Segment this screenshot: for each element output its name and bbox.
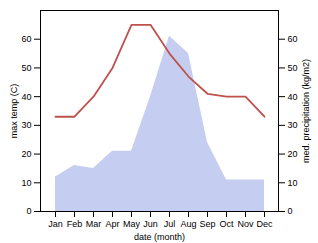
svg-text:Nov: Nov: [237, 219, 254, 229]
svg-text:40: 40: [21, 92, 31, 102]
svg-text:0: 0: [26, 206, 31, 216]
svg-text:med. precipitation (kg/m2): med. precipitation (kg/m2): [301, 59, 311, 163]
svg-text:50: 50: [288, 63, 298, 73]
svg-text:10: 10: [21, 178, 31, 188]
svg-text:Jun: Jun: [143, 219, 158, 229]
svg-text:Jan: Jan: [48, 219, 63, 229]
svg-text:0: 0: [288, 206, 293, 216]
svg-text:30: 30: [288, 120, 298, 130]
svg-text:10: 10: [288, 178, 298, 188]
svg-text:May: May: [123, 219, 141, 229]
svg-text:max temp (C): max temp (C): [9, 84, 19, 139]
svg-text:Aug: Aug: [180, 219, 196, 229]
svg-text:60: 60: [21, 34, 31, 44]
svg-text:Oct: Oct: [219, 219, 234, 229]
svg-text:Jul: Jul: [164, 219, 176, 229]
svg-text:Feb: Feb: [67, 219, 83, 229]
svg-text:20: 20: [288, 149, 298, 159]
svg-text:20: 20: [21, 149, 31, 159]
svg-text:30: 30: [21, 120, 31, 130]
svg-text:60: 60: [288, 34, 298, 44]
svg-text:Dec: Dec: [256, 219, 273, 229]
svg-text:Mar: Mar: [86, 219, 102, 229]
svg-text:50: 50: [21, 63, 31, 73]
svg-text:Sep: Sep: [199, 219, 215, 229]
svg-text:40: 40: [288, 92, 298, 102]
svg-text:Apr: Apr: [105, 219, 119, 229]
svg-text:date (month): date (month): [134, 232, 185, 242]
